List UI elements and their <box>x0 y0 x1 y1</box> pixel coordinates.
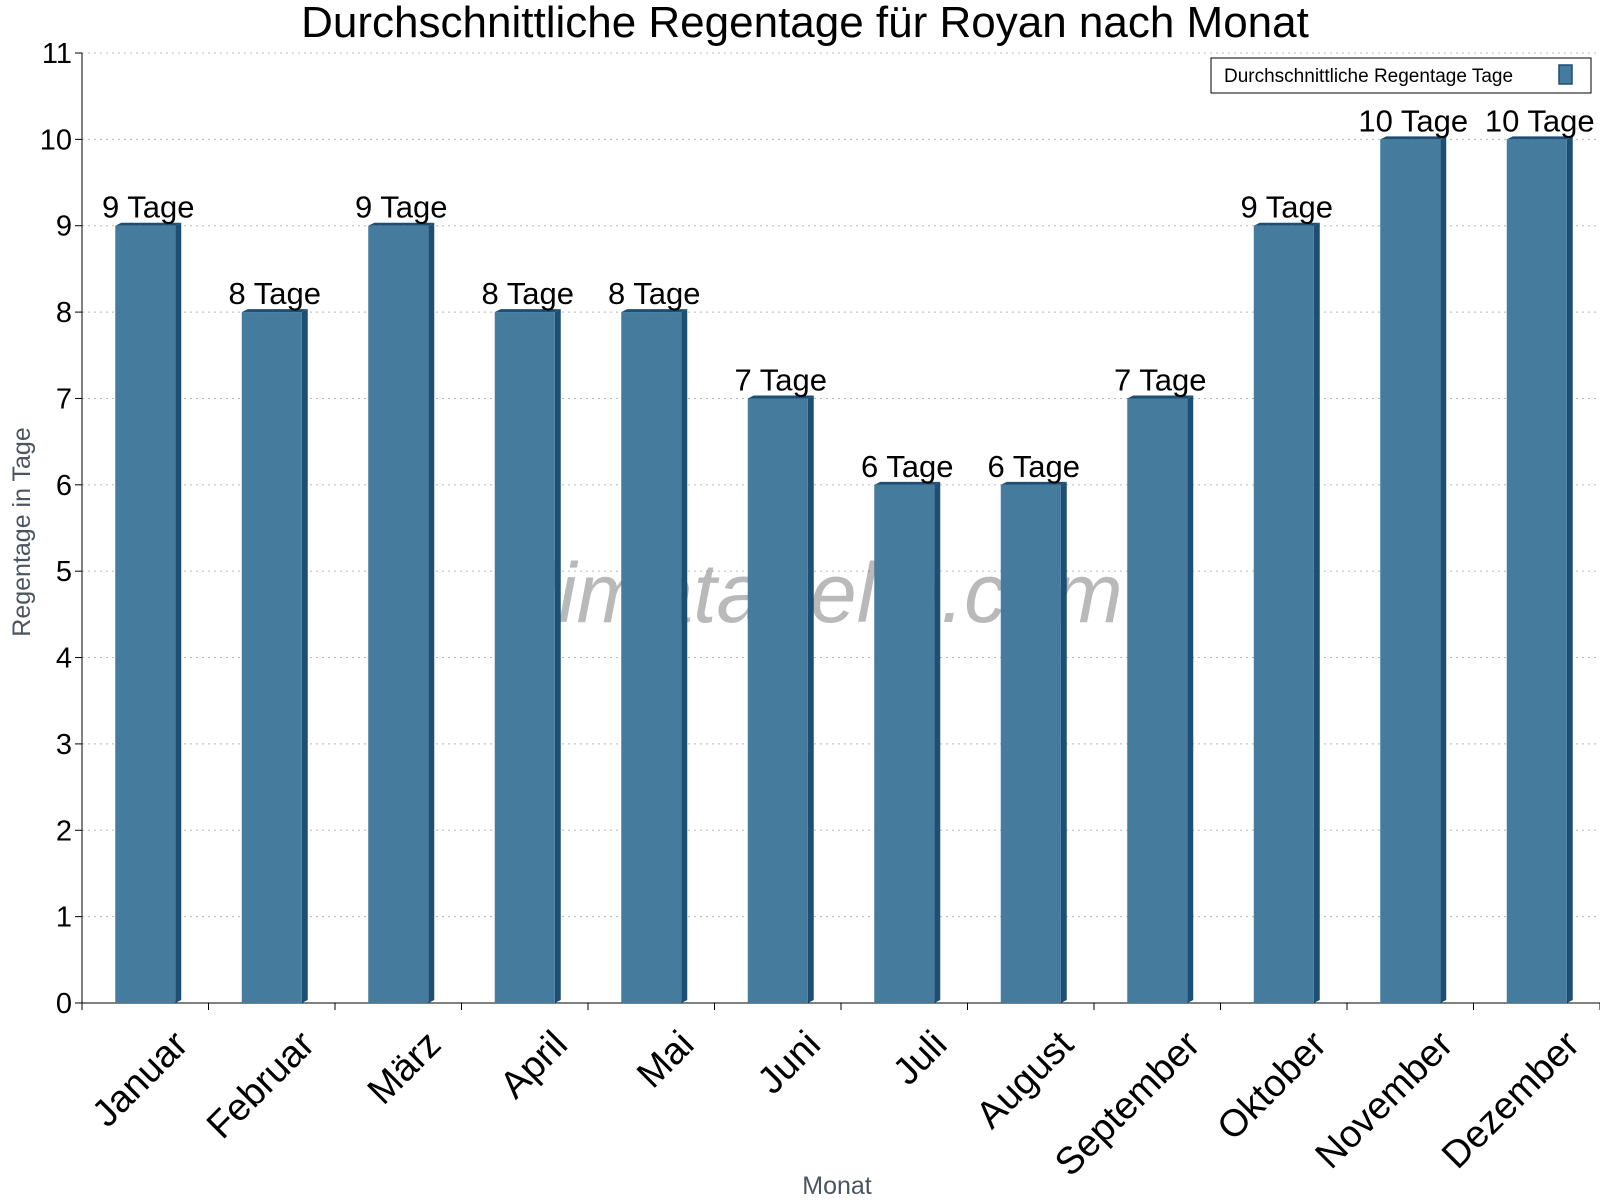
y-tick-label: 8 <box>56 297 72 329</box>
bar-top <box>1000 481 1067 485</box>
bar-top <box>368 222 435 226</box>
legend: Durchschnittliche Regentage Tage <box>1210 57 1592 94</box>
bar-side <box>1060 481 1067 1003</box>
x-tick-label: April <box>492 1023 575 1106</box>
legend-swatch <box>1558 64 1573 85</box>
bar-side <box>934 481 941 1003</box>
bar-side <box>554 309 561 1003</box>
data-label: 9 Tage <box>1240 190 1333 225</box>
data-label: 6 Tage <box>861 449 954 484</box>
bar <box>1127 398 1188 1003</box>
axes <box>75 52 1600 1010</box>
bar-side <box>1440 136 1447 1003</box>
y-tick-label: 2 <box>56 815 72 847</box>
bar-side <box>175 222 182 1003</box>
bar-side <box>1187 395 1194 1003</box>
bar <box>747 398 808 1003</box>
bar-top <box>494 309 561 313</box>
bar-top <box>747 395 814 399</box>
bar <box>1380 139 1441 1003</box>
y-tick-label: 9 <box>56 211 72 243</box>
x-tick-label: Mai <box>629 1023 702 1096</box>
x-tick-label: August <box>968 1023 1082 1137</box>
x-axis-title: Monat <box>802 1172 872 1200</box>
y-tick-label: 3 <box>56 729 72 761</box>
x-tick-labels: Januar Februar März April Mai Juni Juli AugustS… <box>84 1023 1588 1184</box>
x-tick-label: Juli <box>885 1023 955 1093</box>
bar-top <box>1127 395 1194 399</box>
bar-side <box>681 309 688 1003</box>
x-tick-label: Januar <box>84 1023 196 1135</box>
bar-top <box>241 309 308 313</box>
y-axis-title: Regentage in Tage <box>8 427 36 636</box>
bar-side <box>428 222 435 1003</box>
bar-side <box>301 309 308 1003</box>
data-label: 10 Tage <box>1485 103 1595 138</box>
bar-top <box>1380 136 1447 140</box>
bar <box>115 225 176 1003</box>
bar <box>368 225 429 1003</box>
y-tick-label: 10 <box>40 124 72 156</box>
data-label: 8 Tage <box>481 276 574 311</box>
x-tick-label: Dezember <box>1434 1023 1588 1177</box>
bar <box>241 312 302 1003</box>
data-label: 8 Tage <box>608 276 701 311</box>
bar <box>1253 225 1314 1003</box>
bar <box>874 484 935 1003</box>
bar-top <box>1253 222 1320 226</box>
x-tick-label: März <box>360 1023 449 1112</box>
y-tick-label: 0 <box>56 988 72 1020</box>
y-tick-label: 5 <box>56 556 72 588</box>
y-tick-label: 4 <box>56 643 72 675</box>
bar-top <box>621 309 688 313</box>
grid-lines <box>82 52 1600 918</box>
bar <box>1506 139 1567 1003</box>
legend-box <box>1210 57 1592 94</box>
y-tick-label: 7 <box>56 383 72 415</box>
bar-top <box>1506 136 1573 140</box>
data-label: 7 Tage <box>1114 362 1207 397</box>
chart-title: Durchschnittliche Regentage für Royan na… <box>301 0 1309 47</box>
x-tick-label: Juni <box>750 1023 829 1102</box>
bar-top <box>874 481 941 485</box>
y-tick-label: 6 <box>56 470 72 502</box>
bar-side <box>1566 136 1573 1003</box>
bar-top <box>115 222 182 226</box>
bars <box>115 136 1573 1003</box>
data-labels: 9 Tage 8 Tage 9 Tage 8 Tage 8 Tage 7 Tage 6 Ta… <box>102 103 1595 483</box>
legend-label: Durchschnittliche Regentage Tage <box>1224 66 1513 87</box>
data-label: 10 Tage <box>1358 103 1468 138</box>
bar <box>494 312 555 1003</box>
bar-side <box>807 395 814 1003</box>
bar-side <box>1313 222 1320 1003</box>
y-tick-labels: 0 1 2 3 4 5 6 7 8 9 10 11 <box>40 38 72 1020</box>
data-label: 7 Tage <box>734 362 827 397</box>
x-tick-label: Februar <box>199 1023 323 1147</box>
data-label: 9 Tage <box>355 190 448 225</box>
data-label: 6 Tage <box>987 449 1080 484</box>
y-tick-label: 11 <box>42 38 72 70</box>
bar <box>621 312 682 1003</box>
x-tick-label: Oktober <box>1210 1023 1336 1149</box>
y-tick-label: 1 <box>56 902 72 934</box>
x-tick-label: November <box>1308 1023 1462 1177</box>
data-label: 9 Tage <box>102 190 195 225</box>
data-label: 8 Tage <box>228 276 321 311</box>
bar <box>1000 484 1061 1003</box>
